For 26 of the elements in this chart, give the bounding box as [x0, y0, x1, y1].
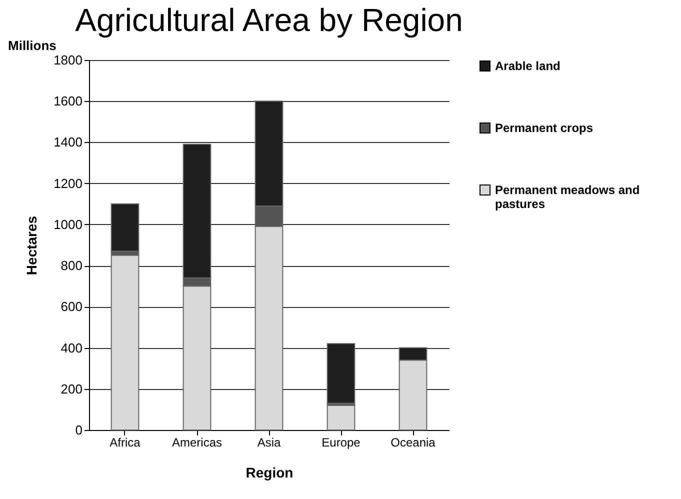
y-tick-label: 200 [60, 381, 82, 396]
x-axis-title: Region [246, 464, 294, 480]
y-tick-label: 400 [60, 340, 82, 356]
chart-title: Agricultural Area by Region [75, 2, 463, 38]
bar [110, 254, 140, 430]
y-tick-label: 1200 [54, 176, 82, 191]
x-tick-label: Africa [110, 436, 141, 450]
bar [110, 203, 140, 252]
x-tick-label: Asia [257, 436, 281, 450]
legend-label: Permanent meadows and pastures [495, 183, 640, 211]
y-tick-label: 600 [60, 299, 82, 314]
y-tick-label: 0 [75, 422, 82, 438]
bar [326, 343, 356, 404]
y-tick-label: 1000 [54, 216, 82, 232]
y-axis-title: Hectares [24, 216, 40, 276]
x-tick-label: Americas [172, 436, 222, 450]
x-tick-label: Oceania [390, 436, 436, 450]
y-tick-label: 1800 [54, 52, 82, 68]
legend-label: Permanent crops [495, 121, 594, 135]
legend-label: Arable land [495, 59, 560, 73]
y-tick-label: 1400 [54, 134, 82, 150]
bar [326, 404, 356, 430]
y-tick-label: 800 [60, 258, 82, 274]
text: Millions [8, 38, 56, 53]
y-tick-label: 1600 [54, 94, 82, 109]
x-tick-label: Europe [322, 436, 361, 450]
